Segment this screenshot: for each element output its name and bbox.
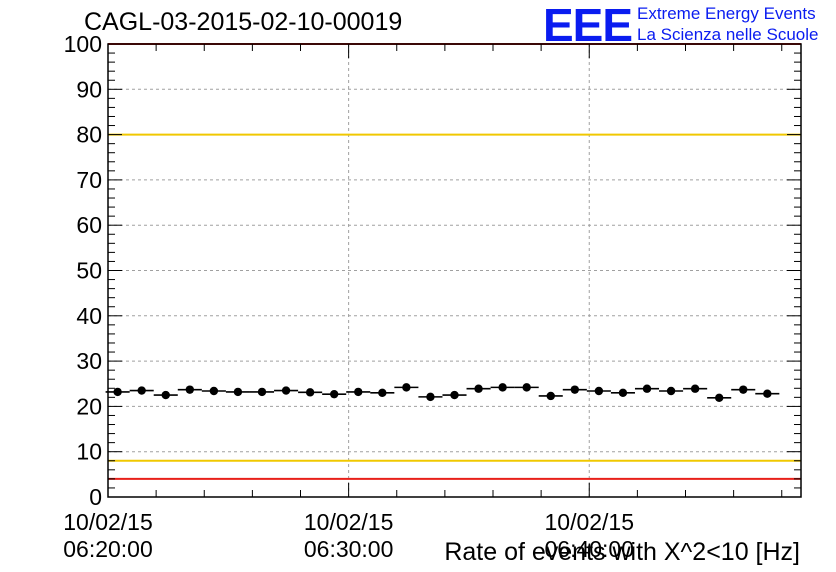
chart-title: CAGL-03-2015-02-10-00019 (84, 8, 403, 36)
data-point (474, 384, 483, 393)
data-point (185, 385, 195, 394)
data-points (105, 383, 780, 402)
data-point (570, 385, 580, 394)
data-point (257, 387, 267, 397)
y-tick-label: 30 (76, 348, 102, 374)
data-point (113, 387, 122, 397)
limit-lines (108, 43, 801, 480)
data-point (498, 383, 507, 392)
data-point (714, 393, 724, 402)
data-point (763, 389, 772, 398)
y-tick-label: 90 (76, 76, 102, 102)
data-point (522, 383, 531, 392)
logo-line-2: La Scienza nelle Scuole (637, 25, 819, 44)
x-tick-label-date: 10/02/15 (544, 509, 634, 535)
x-tick-label-time: 06:40:00 (544, 536, 634, 562)
data-point (642, 384, 652, 393)
eee-logo-text: Extreme Energy Events La Scienza nelle S… (637, 3, 818, 45)
y-tick-labels: 0 10 20 30 40 50 60 70 80 90 100 (64, 31, 102, 510)
y-tick-label: 20 (76, 393, 102, 419)
eee-logo-mark: EEE (543, 0, 633, 51)
data-point (402, 383, 411, 392)
y-tick-label: 10 (76, 439, 102, 465)
x-tick-label-time: 06:30:00 (304, 536, 394, 562)
data-point (378, 388, 387, 398)
data-point (450, 390, 459, 400)
data-point (233, 387, 243, 397)
y-tick-label: 50 (76, 258, 102, 284)
x-axis-title: Rate of events with X^2<10 [Hz] (444, 538, 800, 566)
data-point (546, 391, 555, 401)
y-tick-label: 100 (64, 31, 102, 57)
data-point (618, 388, 628, 398)
data-point (305, 388, 315, 397)
x-tick-label-date: 10/02/15 (304, 509, 394, 535)
data-point (739, 385, 748, 394)
y-tick-label: 40 (76, 303, 102, 329)
data-point (354, 387, 363, 397)
data-point (690, 384, 700, 393)
data-point (161, 390, 170, 400)
y-tick-label: 0 (89, 484, 102, 510)
y-tick-label: 80 (76, 122, 102, 148)
data-point (209, 386, 219, 396)
y-tick-label: 60 (76, 212, 102, 238)
data-point (137, 386, 146, 395)
data-point (329, 389, 339, 399)
x-tick-label-date: 10/02/15 (63, 509, 153, 535)
data-point (281, 386, 291, 395)
data-point (666, 386, 676, 396)
logo-line-1: Extreme Energy Events (637, 4, 816, 23)
grid-lines (108, 44, 801, 497)
x-tick-labels: 10/02/1506:20:0010/02/1506:30:0010/02/15… (63, 509, 634, 562)
x-tick-label-time: 06:20:00 (63, 536, 153, 562)
data-point (426, 392, 435, 402)
y-tick-label: 70 (76, 167, 102, 193)
axis-ticks (107, 43, 801, 498)
data-point (594, 386, 604, 396)
